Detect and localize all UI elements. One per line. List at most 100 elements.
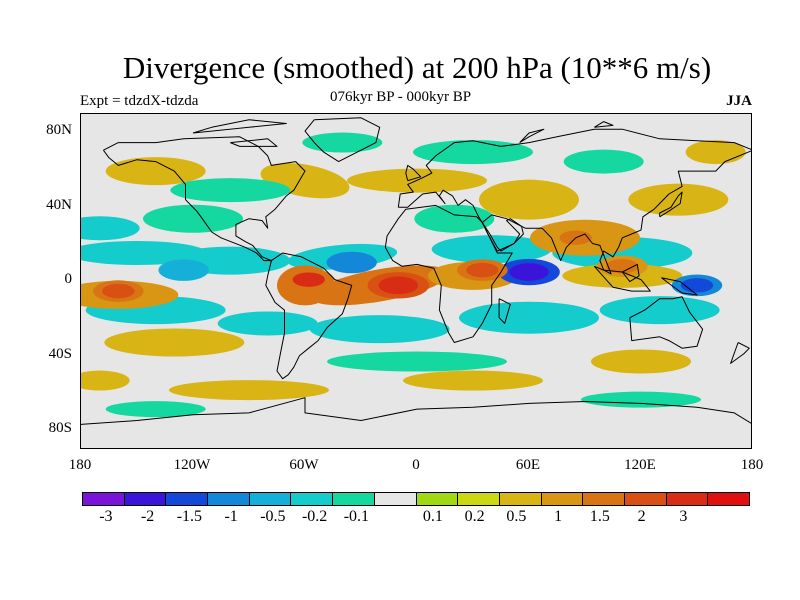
divergence-region <box>167 262 200 278</box>
plot-title: Divergence (smoothed) at 200 hPa (10**6 … <box>122 50 712 85</box>
colorbar-swatch <box>499 493 542 505</box>
x-tick-label: 120E <box>624 457 656 473</box>
colorbar-label: 3 <box>679 508 688 525</box>
divergence-region <box>169 380 329 401</box>
colorbar <box>82 492 750 506</box>
coastline <box>519 128 545 144</box>
coastline <box>481 214 524 252</box>
colorbar-swatch <box>124 493 167 505</box>
experiment-label: Expt = tdzdX-tdzda <box>80 93 199 109</box>
colorbar-label: -0.5 <box>260 508 286 525</box>
divergence-map <box>81 114 751 448</box>
divergence-region <box>302 132 383 153</box>
coastline <box>629 296 704 349</box>
coastline <box>594 121 614 128</box>
colorbar-label: 0.2 <box>464 508 485 525</box>
y-tick-label: 40N <box>46 196 72 213</box>
colorbar-swatch <box>416 493 459 505</box>
coastline <box>304 117 381 163</box>
coastline <box>621 263 640 283</box>
divergence-region <box>81 216 140 241</box>
divergence-region <box>563 149 644 174</box>
colorbar-swatch <box>374 493 417 505</box>
colorbar-swatch <box>208 493 250 505</box>
colorbar-swatch <box>708 493 749 505</box>
coastline <box>659 191 683 218</box>
coastlines <box>81 117 751 425</box>
colorbar-label: -0.1 <box>343 508 370 525</box>
coastline <box>265 252 353 380</box>
divergence-region <box>292 272 325 287</box>
y-tick-label: 0 <box>64 271 73 287</box>
divergence-region <box>581 391 701 408</box>
divergence-region <box>479 179 579 220</box>
x-tick-label: 120W <box>173 457 211 473</box>
x-tick-label: 180 <box>68 457 92 473</box>
colorbar-label: -1 <box>224 508 238 525</box>
map-plot-area <box>80 113 752 449</box>
colorbar-label: 0.1 <box>422 508 443 525</box>
x-tick-label: 180 <box>740 457 764 473</box>
divergence-region <box>628 183 729 216</box>
coastline <box>593 265 651 292</box>
divergence-region <box>378 276 419 295</box>
colorbar-swatch <box>583 493 625 505</box>
divergence-region <box>606 259 639 274</box>
coastline <box>498 298 511 324</box>
colorbar-label: -2 <box>140 508 155 525</box>
divergence-region <box>327 351 507 372</box>
colorbar-label: -0.2 <box>301 508 328 525</box>
divergence-region <box>170 178 291 203</box>
divergence-region <box>105 401 206 418</box>
colorbar-label: -1.5 <box>176 508 203 525</box>
divergence-field <box>81 132 746 418</box>
divergence-region <box>509 263 549 281</box>
divergence-region <box>431 235 552 264</box>
divergence-region <box>335 255 368 270</box>
x-tick-label: 60E <box>515 457 541 473</box>
y-tick-label: 40S <box>48 345 72 362</box>
coastline <box>397 128 751 275</box>
x-tick-label: 60W <box>289 457 319 473</box>
divergence-region <box>217 311 318 336</box>
x-tick-label: 0 <box>412 457 420 473</box>
coastline <box>192 119 287 134</box>
colorbar-swatch <box>624 493 667 505</box>
y-tick-label: 80S <box>48 420 72 436</box>
divergence-region <box>685 140 746 165</box>
colorbar-label: 1.5 <box>589 508 610 525</box>
divergence-region <box>309 315 450 344</box>
divergence-region <box>414 204 495 233</box>
colorbar-swatch <box>83 493 125 505</box>
colorbar-label: 2 <box>637 508 646 525</box>
colorbar-swatch <box>541 493 584 505</box>
colorbar-swatch <box>333 493 375 505</box>
y-tick-label: 80N <box>46 122 72 138</box>
colorbar-swatch <box>249 493 292 505</box>
colorbar-swatch <box>291 493 334 505</box>
divergence-region <box>403 370 543 391</box>
coastline <box>661 277 698 296</box>
divergence-region <box>459 301 599 334</box>
coastline <box>102 136 306 262</box>
colorbar-label: -3 <box>99 508 113 525</box>
colorbar-swatch <box>458 493 500 505</box>
divergence-region <box>466 262 499 278</box>
colorbar-label: 1 <box>554 508 563 525</box>
divergence-region <box>599 296 720 325</box>
divergence-region <box>143 204 243 233</box>
divergence-region <box>104 328 245 357</box>
period-label: 076kyr BP - 000kyr BP <box>330 89 472 105</box>
coastline <box>81 397 751 425</box>
coastline <box>230 138 278 147</box>
divergence-region <box>591 349 691 374</box>
divergence-region <box>81 370 130 391</box>
coastline <box>730 342 750 364</box>
season-label: JJA <box>726 93 752 109</box>
colorbar-swatch <box>666 493 709 505</box>
coastline <box>384 204 513 343</box>
colorbar-label: 0.5 <box>506 508 527 525</box>
divergence-region <box>102 283 135 299</box>
coastline <box>405 164 422 182</box>
colorbar-swatch <box>166 493 209 505</box>
